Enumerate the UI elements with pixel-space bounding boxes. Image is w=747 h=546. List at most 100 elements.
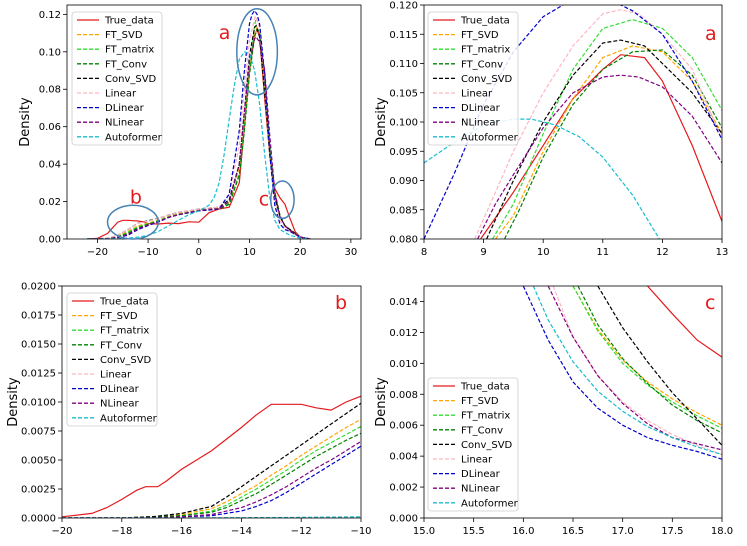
series-line-conv-svd (486, 39, 722, 239)
x-tick-label: 12 (656, 247, 669, 258)
series-line-true-data (647, 286, 722, 358)
series-line-ft-conv (577, 286, 722, 434)
y-tick-label: 0.002 (389, 483, 418, 494)
legend: True_data FT_SVD FT_matrix FT_Conv Conv_SVD L… (71, 11, 163, 146)
series-line-ft-matrix (572, 286, 722, 429)
y-tick-label: 0.00 (39, 235, 61, 246)
legend-label: FT_Conv (461, 59, 503, 70)
x-tick-label: 10 (243, 247, 256, 258)
panel-zoom_c: 15.0 15.5 16.0 16.5 17.0 17.5 18.0 0.000 0.002 0.… (374, 285, 733, 537)
series-line-conv-svd (597, 286, 722, 446)
series-line-linear (87, 14, 311, 239)
y-tick-label: 0.0075 (21, 427, 56, 438)
y-axis-label: Density (374, 97, 389, 147)
series-group (87, 9, 311, 239)
y-tick-label: 0.0175 (21, 311, 56, 322)
y-tick-label: 0.006 (389, 421, 418, 432)
x-tick-label: 17.5 (661, 526, 683, 537)
y-tick-label: 0.0025 (21, 485, 56, 496)
series-line-ft-conv (87, 28, 311, 239)
series-line-autoformer (87, 51, 311, 239)
legend-label: FT_SVD (461, 30, 499, 41)
legend-label: FT_Conv (105, 59, 147, 70)
y-tick-label: 0.0050 (21, 456, 56, 467)
series-line-nlinear (87, 35, 311, 239)
legend-label: Conv_SVD (461, 74, 513, 85)
series-line-true-data (62, 395, 361, 518)
series-line-dlinear (522, 286, 722, 460)
y-tick-label: 0.010 (389, 359, 418, 370)
legend-label: True_data (104, 16, 154, 27)
x-tick-label: −14 (231, 526, 252, 537)
series-line-ft-matrix (62, 425, 361, 518)
legend-label: Linear (461, 89, 493, 100)
series-line-autoformer (62, 516, 361, 518)
series-line-dlinear (87, 9, 311, 239)
y-tick-label: 0.008 (389, 390, 418, 401)
annotation-label-a: a (219, 22, 231, 44)
panel-letter-a: a (705, 23, 717, 45)
y-axis-label: Density (374, 377, 389, 427)
legend: True_data FT_SVD FT_matrix FT_Conv Conv_SVD L… (427, 377, 519, 512)
y-tick-label: 0.000 (389, 514, 418, 525)
legend-label: FT_SVD (105, 30, 143, 41)
legend-label: FT_matrix (100, 326, 149, 337)
legend-label: NLinear (105, 118, 144, 129)
series-line-linear (552, 286, 722, 456)
panel-zoom_a: 8 9 10 11 12 13 0.080 0.085 0.090 0.095 0.100 0.105… (374, 1, 729, 259)
annotation-label-b: b (130, 186, 142, 208)
legend-label: NLinear (461, 484, 500, 495)
x-tick-label: 15.0 (413, 526, 435, 537)
legend-label: NLinear (100, 399, 139, 410)
series-line-ft-conv (62, 432, 361, 518)
legend-label: Conv_SVD (461, 440, 513, 451)
legend-label: FT_matrix (105, 45, 154, 56)
series-group (522, 286, 722, 460)
x-tick-label: −20 (51, 526, 72, 537)
series-line-nlinear (62, 440, 361, 518)
annotation-ellipse-b (106, 204, 159, 240)
x-tick-label: 17.0 (612, 526, 634, 537)
x-tick-label: −10 (350, 526, 371, 537)
legend-label: FT_Conv (100, 340, 142, 351)
y-tick-label: 0.105 (389, 88, 418, 99)
legend-label: Linear (105, 89, 137, 100)
y-tick-label: 0.04 (39, 160, 61, 171)
panel-full: −20 −10 0 10 20 30 0.00 0.02 0.04 0.06 0.08 0.10 0.1… (18, 4, 362, 258)
y-tick-label: 0.012 (389, 328, 418, 339)
x-tick-label: 0 (196, 247, 202, 258)
legend-label: FT_SVD (461, 396, 499, 407)
legend-label: NLinear (461, 118, 500, 129)
y-tick-label: 0.014 (389, 297, 418, 308)
legend-label: True_data (460, 16, 510, 27)
y-tick-label: 0.120 (389, 1, 418, 12)
legend-label: Autoformer (461, 498, 519, 509)
panel-zoom_b: −20 −18 −16 −14 −12 −10 0.0000 0.0025 0.0050 0.00… (6, 282, 372, 538)
panel-letter-b: b (335, 292, 347, 314)
axes-frame (66, 4, 362, 240)
annotation-label-c: c (259, 189, 269, 211)
legend-label: FT_matrix (461, 45, 510, 56)
legend-label: Autoformer (105, 132, 163, 143)
legend: True_data FT_SVD FT_matrix FT_Conv Conv_SVD L… (427, 11, 519, 146)
series-line-nlinear (477, 74, 722, 239)
series-line-nlinear (547, 286, 722, 451)
x-tick-label: 16.0 (512, 526, 534, 537)
legend-label: DLinear (461, 469, 501, 480)
legend-label: DLinear (105, 103, 145, 114)
series-line-autoformer (424, 118, 660, 239)
x-tick-label: −16 (171, 526, 192, 537)
x-tick-label: 8 (421, 247, 427, 258)
y-tick-label: 0.110 (389, 59, 418, 70)
x-tick-label: −18 (111, 526, 132, 537)
x-tick-label: 13 (716, 247, 729, 258)
series-line-ft-svd (495, 45, 722, 239)
x-tick-label: −20 (87, 247, 108, 258)
legend: True_data FT_SVD FT_matrix FT_Conv Conv_SVD L… (66, 292, 158, 427)
legend-label: FT_SVD (100, 311, 138, 322)
legend-label: Linear (461, 455, 493, 466)
legend-label: Conv_SVD (100, 355, 152, 366)
y-tick-label: 0.08 (39, 85, 61, 96)
y-axis-label: Density (18, 97, 33, 147)
legend-label: True_data (460, 382, 510, 393)
